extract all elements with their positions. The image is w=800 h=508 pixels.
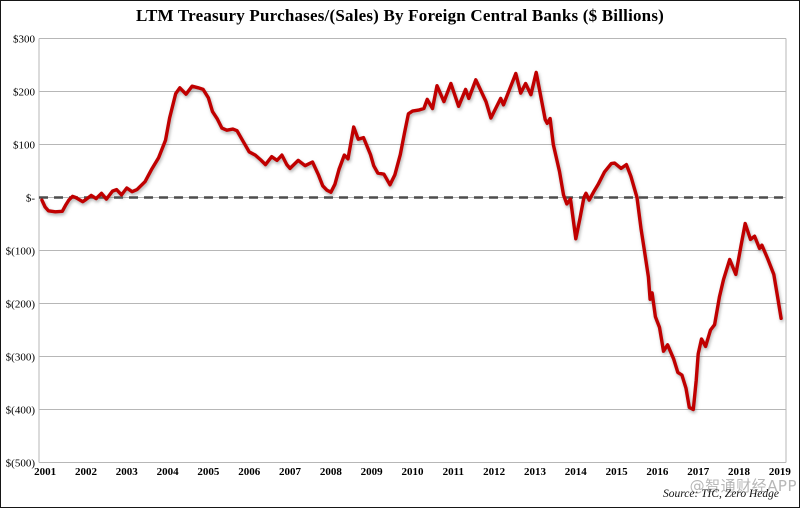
x-axis-tick-label: 2001: [34, 466, 56, 478]
y-axis-tick-label: $-: [26, 193, 36, 205]
x-axis-tick-label: 2003: [116, 466, 139, 478]
x-axis-tick-label: 2010: [402, 466, 425, 478]
y-axis-tick-label: $(400): [6, 405, 36, 417]
y-axis-tick-label: $(500): [6, 458, 36, 470]
watermark: @智通财经APP: [689, 477, 797, 495]
x-axis-tick-label: 2016: [646, 466, 669, 478]
x-axis-tick-label: 2007: [279, 466, 302, 478]
y-axis-tick-label: $(200): [6, 299, 36, 311]
x-axis-tick-label: 2008: [320, 466, 343, 478]
x-axis-tick-label: 2004: [157, 466, 180, 478]
y-axis-tick-label: $200: [13, 87, 36, 99]
x-axis-tick-label: 2006: [238, 466, 261, 478]
x-axis-tick-label: 2013: [524, 466, 547, 478]
y-axis-tick-label: $(300): [6, 352, 36, 364]
y-axis-tick-label: $100: [13, 140, 36, 152]
x-axis-tick-label: 2005: [197, 466, 220, 478]
x-axis-tick-label: 2018: [728, 466, 751, 478]
x-axis-tick-label: 2009: [361, 466, 384, 478]
y-axis-tick-label: $300: [13, 34, 36, 46]
x-axis-tick-label: 2014: [565, 466, 588, 478]
source-note: Source: TIC, Zero Hedge: [662, 488, 779, 500]
x-axis-tick-label: 2011: [443, 466, 464, 478]
y-axis-tick-label: $(100): [6, 246, 36, 258]
chart-title: LTM Treasury Purchases/(Sales) By Foreig…: [135, 6, 665, 25]
x-axis-tick-label: 2002: [75, 466, 98, 478]
x-axis-tick-label: 2019: [769, 466, 792, 478]
x-axis-tick-label: 2015: [606, 466, 629, 478]
x-axis-tick-label: 2017: [687, 466, 710, 478]
treasury-series-line: [40, 70, 783, 412]
x-axis-tick-label: 2012: [483, 466, 506, 478]
